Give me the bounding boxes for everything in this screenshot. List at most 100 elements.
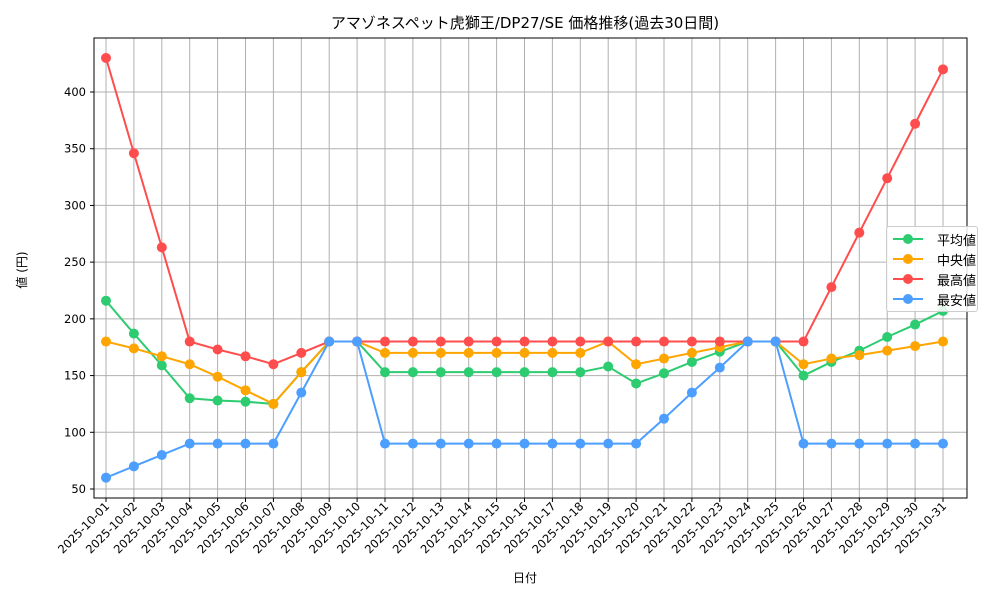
data-point [826, 282, 837, 293]
data-point [938, 336, 948, 347]
legend-label: 中央値 [937, 253, 977, 269]
data-point [575, 438, 586, 449]
data-series [101, 52, 948, 483]
legend-marker-icon [893, 289, 923, 309]
data-point [519, 347, 530, 358]
data-point [491, 438, 502, 449]
data-point [380, 336, 390, 347]
data-point [240, 385, 251, 396]
data-point [854, 350, 865, 361]
data-point [882, 438, 893, 449]
data-point [101, 472, 111, 483]
data-point [212, 395, 223, 406]
legend-item-min: 最安値 [893, 289, 977, 309]
data-point [240, 396, 251, 407]
data-point [798, 370, 809, 381]
data-point [547, 347, 558, 358]
data-point [575, 367, 586, 378]
y-axis-label: 値 (円) [14, 251, 29, 288]
data-point [631, 438, 642, 449]
x-axis-ticks: 2025-10-012025-10-022025-10-032025-10-04… [55, 498, 949, 556]
data-point [547, 367, 558, 378]
data-point [575, 336, 586, 347]
legend-label: 最安値 [937, 293, 977, 309]
data-point [435, 347, 446, 358]
data-point [101, 295, 111, 306]
data-point [770, 336, 781, 347]
data-point [519, 438, 530, 449]
data-point [268, 398, 279, 409]
data-point [938, 438, 948, 449]
data-point [156, 351, 167, 362]
data-point [184, 438, 195, 449]
data-point [156, 360, 167, 371]
data-point [910, 319, 921, 330]
y-axis-ticks: 50 100 150 200 250 300 350 400 [64, 85, 94, 496]
data-point [128, 343, 139, 354]
y-tick-label: 50 [71, 482, 86, 496]
data-point [128, 328, 139, 339]
data-point [352, 336, 363, 347]
data-point [910, 438, 921, 449]
data-point [128, 148, 139, 159]
data-point [519, 336, 530, 347]
data-point [463, 336, 474, 347]
data-point [854, 227, 865, 238]
data-point [910, 118, 921, 129]
data-point [407, 336, 418, 347]
data-point [184, 336, 195, 347]
data-point [826, 353, 837, 364]
data-point [910, 341, 921, 352]
chart-title: アマゾネスペット虎獅王/DP27/SE 価格推移(過去30日間) [330, 14, 720, 32]
data-point [603, 438, 614, 449]
data-point [631, 378, 642, 389]
series-最安値 [101, 336, 948, 483]
data-point [268, 438, 279, 449]
y-tick-label: 350 [64, 142, 86, 156]
data-point [659, 336, 669, 347]
data-point [101, 336, 111, 347]
data-point [463, 367, 474, 378]
legend-marker-icon [893, 269, 923, 289]
data-point [407, 367, 418, 378]
data-point [184, 393, 195, 404]
data-point [212, 344, 223, 355]
data-point [296, 387, 307, 398]
y-tick-label: 250 [64, 255, 86, 269]
legend-label: 最高値 [937, 273, 977, 289]
data-point [659, 413, 669, 424]
data-point [268, 359, 279, 370]
data-point [547, 438, 558, 449]
data-point [686, 356, 697, 367]
grid-lines [94, 38, 967, 498]
plot-frame [93, 37, 968, 499]
legend-item-median: 中央値 [893, 249, 977, 269]
data-point [156, 242, 167, 253]
data-point [882, 173, 893, 184]
data-point [714, 362, 725, 373]
data-point [240, 351, 251, 362]
data-point [659, 353, 669, 364]
y-tick-label: 300 [64, 198, 86, 212]
data-point [407, 347, 418, 358]
data-point [659, 368, 669, 379]
data-point [240, 438, 251, 449]
legend-item-max: 最高値 [893, 269, 977, 289]
data-point [156, 449, 167, 460]
data-point [491, 367, 502, 378]
data-point [547, 336, 558, 347]
data-point [798, 438, 809, 449]
data-point [380, 367, 390, 378]
data-point [714, 336, 725, 347]
data-point [798, 336, 809, 347]
data-point [435, 438, 446, 449]
data-point [603, 336, 614, 347]
data-point [212, 371, 223, 382]
data-point [491, 336, 502, 347]
data-point [826, 438, 837, 449]
data-point [296, 347, 307, 358]
data-point [491, 347, 502, 358]
data-point [742, 336, 753, 347]
data-point [101, 52, 111, 63]
